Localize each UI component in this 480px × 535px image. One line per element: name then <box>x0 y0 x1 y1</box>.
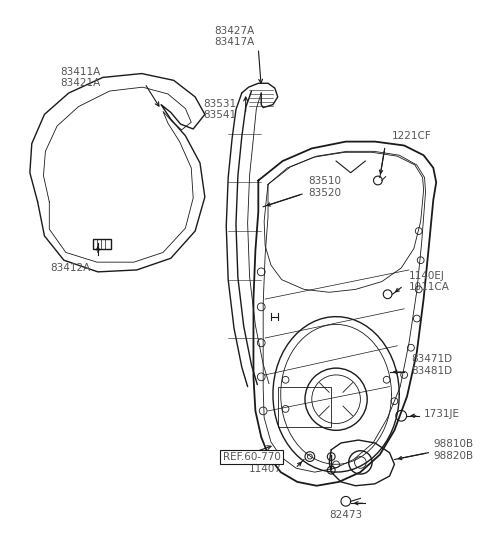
Text: REF.60-770: REF.60-770 <box>223 452 280 462</box>
Text: 83412A: 83412A <box>50 263 91 273</box>
Text: 1140EJ
1011CA: 1140EJ 1011CA <box>409 271 450 293</box>
Text: 82473: 82473 <box>329 510 362 520</box>
Bar <box>93 239 110 249</box>
Text: 1731JE: 1731JE <box>423 409 459 419</box>
Text: 11407: 11407 <box>249 464 282 474</box>
Bar <box>278 387 331 427</box>
Text: 1221CF: 1221CF <box>392 131 431 141</box>
Text: 83427A
83417A: 83427A 83417A <box>214 26 254 48</box>
Text: 83411A
83421A: 83411A 83421A <box>60 67 100 88</box>
Text: 83471D
83481D: 83471D 83481D <box>411 354 452 376</box>
Text: 83531
83541: 83531 83541 <box>203 99 236 120</box>
Text: 83510
83520: 83510 83520 <box>308 177 341 198</box>
Text: 98810B
98820B: 98810B 98820B <box>433 439 473 461</box>
